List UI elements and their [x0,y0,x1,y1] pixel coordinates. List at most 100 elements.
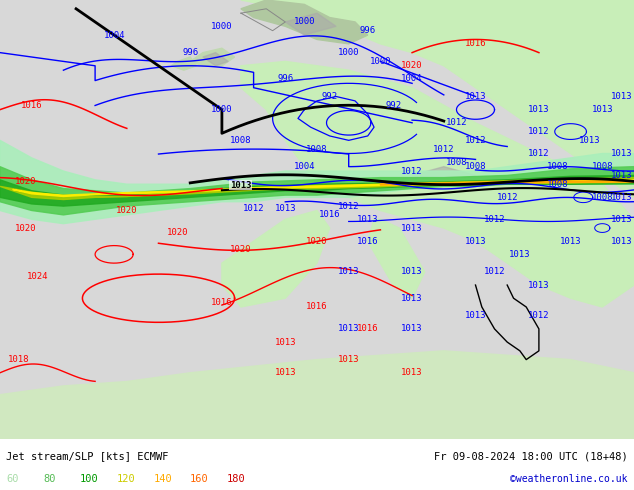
Text: 1013: 1013 [275,204,296,213]
Polygon shape [241,61,634,307]
Text: 1018: 1018 [8,355,30,364]
Text: 80: 80 [43,474,56,484]
Text: 1013: 1013 [528,281,550,290]
Text: 996: 996 [359,26,376,35]
Text: 1020: 1020 [230,245,252,254]
Text: 1013: 1013 [275,338,296,346]
Text: 1000: 1000 [370,57,391,66]
Polygon shape [412,167,476,184]
Text: 1013: 1013 [611,149,632,158]
Text: 100: 100 [80,474,99,484]
Polygon shape [222,211,330,307]
Text: 1016: 1016 [211,298,233,307]
Text: 1016: 1016 [357,324,378,333]
Text: Jet stream/SLP [kts] ECMWF: Jet stream/SLP [kts] ECMWF [6,451,169,462]
Text: 140: 140 [153,474,172,484]
Polygon shape [0,177,634,199]
Text: 1013: 1013 [509,250,531,259]
Text: 1016: 1016 [465,39,486,49]
Text: 120: 120 [117,474,136,484]
Text: 1020: 1020 [15,177,36,187]
Text: 1012: 1012 [465,136,486,145]
Text: Fr 09-08-2024 18:00 UTC (18+48): Fr 09-08-2024 18:00 UTC (18+48) [434,451,628,462]
Text: ©weatheronline.co.uk: ©weatheronline.co.uk [510,474,628,484]
Text: 1013: 1013 [611,193,632,202]
Text: 1013: 1013 [611,171,632,180]
Text: 1013: 1013 [401,368,423,377]
Text: 1008: 1008 [547,162,569,171]
Text: 1008: 1008 [306,145,328,153]
Text: 1008: 1008 [465,162,486,171]
Text: 1013: 1013 [611,92,632,101]
Text: 1013: 1013 [275,368,296,377]
Text: 1013: 1013 [338,268,359,276]
Text: 1013: 1013 [357,215,378,224]
Polygon shape [241,0,368,44]
Text: 1008: 1008 [446,158,467,167]
Text: 1013: 1013 [560,237,581,245]
Text: 1020: 1020 [15,223,36,233]
Polygon shape [171,57,197,70]
Text: 992: 992 [321,92,338,101]
Text: 1012: 1012 [496,193,518,202]
Text: 1012: 1012 [338,201,359,211]
Text: 60: 60 [6,474,19,484]
Text: 1016: 1016 [306,302,328,312]
Text: 1013: 1013 [401,324,423,333]
Polygon shape [380,181,634,185]
Text: 1000: 1000 [211,105,233,114]
Text: 180: 180 [227,474,246,484]
Text: 1013: 1013 [528,105,550,114]
Text: 1008: 1008 [230,136,252,145]
Text: 1004: 1004 [294,162,315,171]
Text: 1013: 1013 [465,311,486,320]
Text: 1008: 1008 [592,193,613,202]
Polygon shape [13,180,634,196]
Text: 1013: 1013 [401,223,423,233]
Polygon shape [0,167,634,215]
Text: 1000: 1000 [338,48,359,57]
Text: 1012: 1012 [446,118,467,127]
Text: 1012: 1012 [484,268,505,276]
Text: 1013: 1013 [465,92,486,101]
Text: 1013: 1013 [579,136,600,145]
Text: 1004: 1004 [401,74,423,83]
Polygon shape [0,351,634,439]
Text: 1012: 1012 [484,215,505,224]
Polygon shape [368,219,425,298]
Text: 1020: 1020 [401,61,423,70]
Text: 1013: 1013 [401,294,423,303]
Text: 996: 996 [182,48,198,57]
Text: 1012: 1012 [528,127,550,136]
Text: 1013: 1013 [592,105,613,114]
Text: 1012: 1012 [528,311,550,320]
Text: 1012: 1012 [528,149,550,158]
Text: 1013: 1013 [611,215,632,224]
Polygon shape [285,13,336,35]
Text: 1008: 1008 [547,180,569,189]
Text: 1004: 1004 [103,30,125,40]
Text: 992: 992 [385,101,401,110]
Polygon shape [0,175,634,206]
Text: 996: 996 [277,74,294,83]
Text: 1013: 1013 [611,237,632,245]
Text: 1020: 1020 [306,237,328,245]
Text: 1016: 1016 [319,210,340,220]
Text: 1013: 1013 [230,181,252,190]
Polygon shape [0,140,634,223]
Polygon shape [241,0,634,197]
Text: 1020: 1020 [167,228,188,237]
Text: 1016: 1016 [21,101,42,110]
Text: 1016: 1016 [357,237,378,245]
Text: 1012: 1012 [433,145,455,153]
Text: 1013: 1013 [338,355,359,364]
Text: 1013: 1013 [401,268,423,276]
Text: 1013: 1013 [338,324,359,333]
Text: 1000: 1000 [294,18,315,26]
Text: 1012: 1012 [243,204,264,213]
Text: 1020: 1020 [116,206,138,215]
Polygon shape [190,48,235,66]
Text: 160: 160 [190,474,209,484]
Polygon shape [203,52,228,66]
Text: 1012: 1012 [401,167,423,175]
